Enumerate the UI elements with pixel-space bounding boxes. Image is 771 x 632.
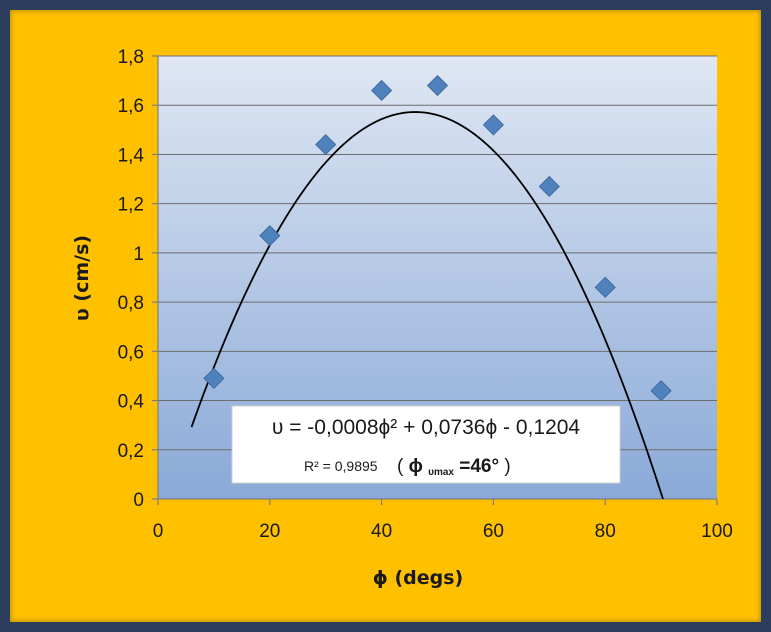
x-tick-label: 20 — [259, 521, 280, 542]
y-tick-label: 0,2 — [118, 441, 144, 462]
phi-max-symbol: ϕ — [409, 456, 423, 477]
x-tick-label: 100 — [701, 521, 733, 542]
r-squared-label: R² = 0,9895 — [304, 458, 378, 474]
gridlines — [158, 55, 717, 451]
y-tick-label: 0,8 — [118, 293, 144, 314]
data-point — [482, 114, 504, 136]
equation-box: υ = -0,0008ϕ² + 0,0736ϕ - 0,1204 R² = 0,… — [231, 405, 621, 484]
axes — [152, 55, 718, 505]
x-tick-label: 40 — [371, 521, 392, 542]
x-axis-title: ϕ (degs) — [373, 567, 464, 589]
data-point — [594, 276, 616, 298]
x-tick-label: 80 — [595, 521, 616, 542]
x-tick-label: 60 — [483, 521, 504, 542]
data-point — [426, 74, 449, 97]
y-tick-label: 1,6 — [118, 96, 144, 117]
y-tick-label: 1 — [133, 244, 144, 265]
data-point — [203, 367, 225, 389]
y-tick-labels: 0 0,2 0,4 0,6 0,8 1 1,2 1,4 1,6 1,8 — [118, 47, 145, 511]
y-tick-label: 0,4 — [118, 392, 145, 413]
phi-max-value: =46° — [459, 456, 499, 477]
data-point — [315, 134, 337, 156]
phi-max-close: ) — [504, 456, 510, 477]
x-tick-label: 0 — [153, 521, 164, 542]
phi-max-subscript: υmax — [428, 467, 454, 478]
data-point — [371, 79, 393, 102]
y-tick-label: 1,2 — [118, 195, 144, 216]
data-point — [538, 175, 560, 198]
y-tick-label: 1,4 — [118, 145, 145, 166]
x-tick-labels: 0 20 40 60 80 100 — [153, 521, 733, 542]
phi-max-open: ( — [397, 456, 404, 477]
y-tick-label: 0,6 — [118, 342, 144, 363]
data-points — [203, 74, 672, 402]
data-point — [650, 380, 672, 402]
data-point — [259, 225, 281, 247]
phi-max-label: ( ϕ υmax =46° ) — [397, 456, 511, 480]
trendline-equation: υ = -0,0008ϕ² + 0,0736ϕ - 0,1204 — [272, 416, 581, 439]
y-axis-title: υ (cm/s) — [71, 235, 93, 321]
y-tick-label: 1,8 — [118, 47, 144, 68]
y-tick-label: 0 — [133, 490, 144, 511]
